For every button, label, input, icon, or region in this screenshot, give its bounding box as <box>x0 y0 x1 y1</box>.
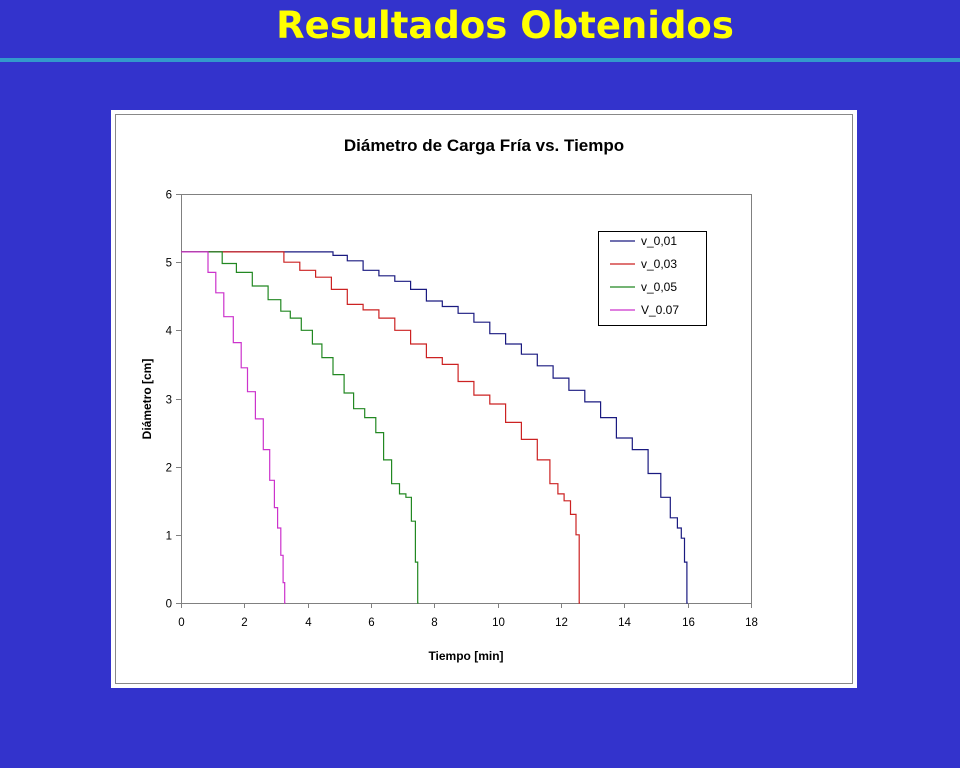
x-tick-label: 8 <box>431 617 437 629</box>
series-line-1 <box>181 251 688 604</box>
x-tick-label: 12 <box>555 617 568 629</box>
series-line-2 <box>181 251 580 604</box>
y-tick-label: 5 <box>166 258 172 270</box>
x-tick-label: 18 <box>745 617 758 629</box>
legend-label: V_0.07 <box>641 303 679 317</box>
x-axis-label: Tiempo [min] <box>428 649 503 663</box>
x-tick-label: 10 <box>492 617 505 629</box>
y-axis: 0 1 2 3 4 5 6 <box>166 190 181 611</box>
y-tick-label: 1 <box>166 531 172 543</box>
x-tick-label: 2 <box>241 617 247 629</box>
y-tick-label: 4 <box>166 326 173 338</box>
y-tick-label: 3 <box>166 395 172 407</box>
x-tick-label: 14 <box>618 617 631 629</box>
x-tick-label: 0 <box>178 617 184 629</box>
x-tick-label: 6 <box>368 617 374 629</box>
series-line-4 <box>181 251 286 604</box>
legend-label: v_0,05 <box>641 280 677 294</box>
x-tick-label: 4 <box>305 617 312 629</box>
legend-label: v_0,03 <box>641 257 677 271</box>
y-tick-label: 2 <box>166 463 172 475</box>
legend: v_0,01 v_0,03 v_0,05 V_0.07 <box>598 231 707 326</box>
y-tick-label: 0 <box>166 599 172 611</box>
series-group <box>181 251 688 604</box>
y-axis-label: Diámetro [cm] <box>140 359 154 440</box>
x-tick-label: 16 <box>682 617 695 629</box>
slide-title: Resultados Obtenidos <box>276 4 734 47</box>
title-divider <box>0 58 960 62</box>
legend-label: v_0,01 <box>641 234 677 248</box>
chart-title: Diámetro de Carga Fría vs. Tiempo <box>344 136 624 155</box>
series-line-3 <box>181 251 419 604</box>
y-tick-label: 6 <box>166 190 172 202</box>
chart-svg: Diámetro de Carga Fría vs. Tiempo 012345… <box>115 114 853 684</box>
x-axis: 0 2 4 6 8 10 12 14 16 18 <box>178 603 758 629</box>
